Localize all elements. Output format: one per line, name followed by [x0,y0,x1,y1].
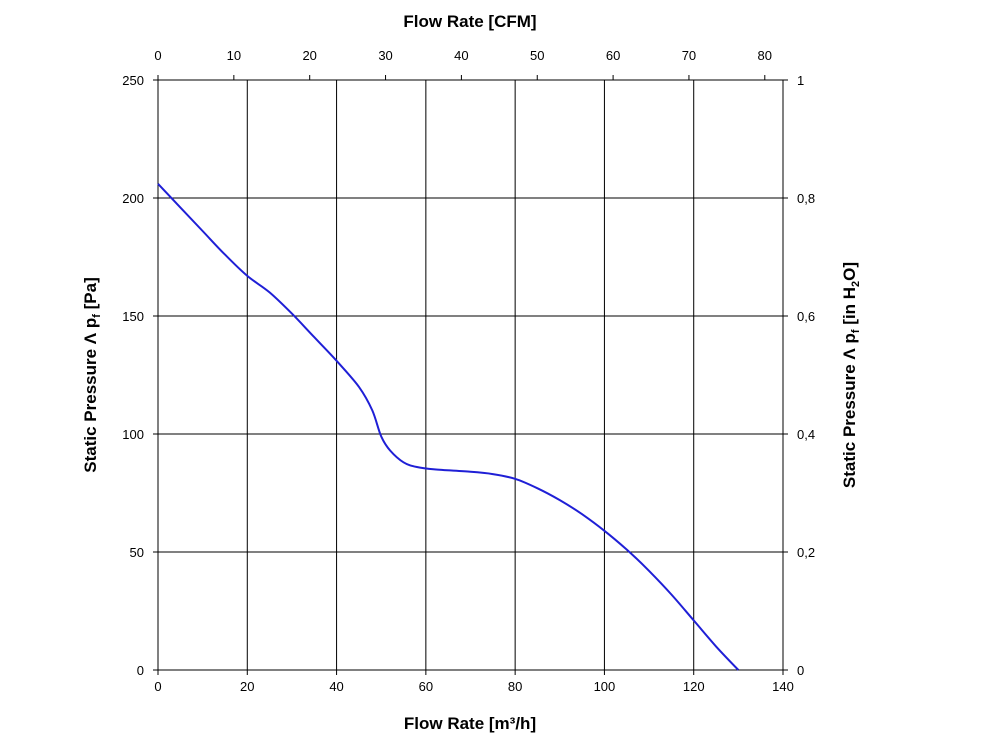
top-tick-label-7: 70 [682,48,696,63]
left-tick-label-4: 200 [122,191,144,206]
left-tick-label-1: 50 [130,545,144,560]
bottom-tick-label-6: 120 [683,679,705,694]
right-axis-title-sub: f [850,329,862,333]
gridlines [158,80,783,670]
top-axis-title: Flow Rate [CFM] [403,12,536,31]
bottom-tick-label-7: 140 [772,679,794,694]
bottom-tick-label-0: 0 [154,679,161,694]
bottom-tick-label-2: 40 [329,679,343,694]
top-tick-label-3: 30 [378,48,392,63]
bottom-tick-label-4: 80 [508,679,522,694]
left-axis-title: Static Pressure Λ pf [Pa] [81,277,103,472]
series [157,183,740,671]
right-axis-title-unit-sub: 2 [850,281,862,287]
left-tick-label-3: 150 [122,309,144,324]
right-tick-label-3: 0,6 [797,309,815,324]
top-tick-label-8: 80 [758,48,772,63]
top-tick-label-2: 20 [302,48,316,63]
left-axis-title-main: Static Pressure Λ p [81,318,100,473]
left-axis-title-sub: f [91,314,103,318]
top-tick-label-6: 60 [606,48,620,63]
bottom-tick-label-1: 20 [240,679,254,694]
tick-marks [153,75,788,675]
right-tick-label-4: 0,8 [797,191,815,206]
top-tick-label-5: 50 [530,48,544,63]
right-tick-label-0: 0 [797,663,804,678]
pressure-curve-line-0 [157,183,740,671]
bottom-tick-label-3: 60 [419,679,433,694]
left-tick-label-0: 0 [137,663,144,678]
right-axis-title-unit-pre: [in H [840,287,859,330]
bottom-tick-label-5: 100 [594,679,616,694]
bottom-axis-title: Flow Rate [m³/h] [404,714,536,733]
left-tick-label-2: 100 [122,427,144,442]
right-axis-title: Static Pressure Λ pf [in H2O] [840,262,862,488]
right-tick-label-5: 1 [797,73,804,88]
top-tick-label-4: 40 [454,48,468,63]
right-tick-label-1: 0,2 [797,545,815,560]
right-axis-title-main: Static Pressure Λ p [840,333,859,488]
left-axis-title-unit: [Pa] [81,277,100,314]
top-tick-label-1: 10 [227,48,241,63]
right-tick-label-2: 0,4 [797,427,815,442]
top-tick-label-0: 0 [154,48,161,63]
right-axis-title-unit-post: O] [840,262,859,281]
left-tick-label-5: 250 [122,73,144,88]
plot-area-border [157,79,784,671]
